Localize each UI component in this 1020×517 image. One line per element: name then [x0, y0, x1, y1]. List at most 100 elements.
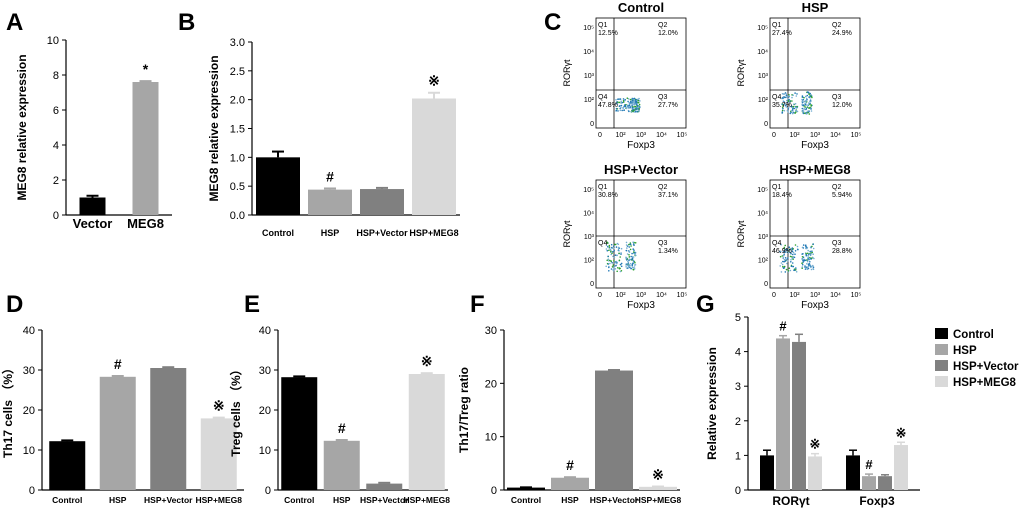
- flow-event-dot: [782, 107, 784, 110]
- flow-event-dot: [807, 91, 809, 93]
- bar: [408, 374, 445, 490]
- y-tick-label: 40: [23, 325, 35, 337]
- flow-event-dot: [610, 249, 612, 251]
- flow-event-dot: [802, 98, 805, 101]
- flow-y-tick-label: 10³: [758, 234, 769, 241]
- flow-y-tick-label: 10⁵: [757, 25, 768, 32]
- bar: [412, 98, 456, 215]
- flow-x-tick-label: 10²: [789, 292, 800, 299]
- flow-event-dot: [782, 260, 784, 263]
- flow-event-dot: [607, 255, 609, 258]
- flow-event-dot: [622, 106, 625, 109]
- flow-event-dot: [629, 248, 632, 251]
- y-tick-label: 2.5: [230, 66, 245, 78]
- quadrant-name: Q3: [658, 94, 667, 101]
- flow-event-dot: [796, 93, 798, 95]
- flow-event-dot: [634, 108, 636, 110]
- quadrant-percent: 47.8%: [598, 102, 618, 109]
- bar: [792, 341, 806, 490]
- significance-marker: #: [865, 457, 873, 472]
- flow-event-dot: [801, 95, 804, 97]
- flow-event-dot: [620, 100, 622, 103]
- flow-event-dot: [785, 268, 788, 271]
- bar: [894, 445, 908, 490]
- flow-event-dot: [807, 249, 809, 252]
- flow-event-dot: [639, 100, 641, 102]
- flow-event-dot: [628, 250, 631, 253]
- flow-event-dot: [628, 254, 630, 256]
- significance-marker: #: [779, 319, 787, 334]
- x-tick-label: Vector: [73, 216, 113, 231]
- flow-event-dot: [625, 107, 628, 110]
- flow-event-dot: [629, 242, 632, 244]
- flow-event-dot: [632, 241, 634, 243]
- flow-event-dot: [632, 102, 635, 104]
- significance-marker: #: [326, 168, 334, 184]
- bar: [551, 477, 589, 490]
- flow-event-dot: [803, 101, 805, 103]
- flow-event-dot: [616, 254, 618, 257]
- y-tick-label: 8: [53, 70, 59, 82]
- flow-event-dot: [620, 262, 623, 265]
- significance-marker: ※: [810, 437, 821, 452]
- flow-event-dot: [787, 98, 789, 100]
- flow-event-dot: [780, 250, 782, 253]
- flow-event-dot: [801, 96, 804, 98]
- y-tick-label: 1.5: [230, 124, 245, 136]
- flow-event-dot: [791, 96, 793, 99]
- flow-event-dot: [619, 263, 622, 266]
- flow-event-dot: [779, 255, 782, 258]
- flow-event-dot: [791, 250, 794, 253]
- flow-x-tick-label: 10⁵: [851, 292, 862, 299]
- flow-event-dot: [627, 265, 630, 268]
- quadrant-percent: 18.4%: [772, 192, 792, 199]
- flow-event-dot: [794, 244, 797, 246]
- x-tick-label: HSP+Vector: [590, 495, 639, 505]
- flow-event-dot: [786, 101, 789, 104]
- flow-event-dot: [633, 249, 635, 251]
- flow-event-dot: [631, 105, 633, 107]
- flow-y-tick-label: 10²: [584, 97, 595, 104]
- flow-event-dot: [635, 99, 638, 101]
- flow-x-tick-label: 10²: [615, 132, 626, 139]
- quadrant-percent: 35.7%: [772, 102, 792, 109]
- flow-event-dot: [810, 108, 812, 110]
- flow-y-tick-label: 10⁴: [757, 211, 768, 218]
- quadrant-percent: 1.34%: [658, 248, 678, 255]
- bar: [366, 483, 403, 490]
- flow-event-dot: [793, 107, 796, 110]
- flow-event-dot: [626, 244, 629, 247]
- flow-y-tick-label: 10⁵: [583, 25, 594, 32]
- flow-event-dot: [780, 262, 783, 264]
- flow-event-dot: [784, 260, 787, 262]
- flow-event-dot: [813, 257, 815, 260]
- flow-x-tick-label: 0: [772, 132, 776, 139]
- flow-scatter-dots: [781, 91, 813, 115]
- flow-event-dot: [626, 253, 629, 255]
- bar: [49, 441, 86, 490]
- flow-event-dot: [609, 259, 611, 262]
- flow-event-dot: [628, 256, 631, 258]
- bar: [862, 476, 876, 490]
- flow-event-dot: [805, 95, 807, 98]
- flow-event-dot: [792, 105, 795, 108]
- flow-event-dot: [627, 106, 629, 108]
- flow-event-dot: [787, 111, 789, 113]
- flow-event-dot: [791, 106, 793, 109]
- y-tick-label: 4: [53, 140, 59, 152]
- flow-event-dot: [795, 267, 797, 269]
- legend-swatch: [935, 344, 948, 355]
- flow-x-axis-label: Foxp3: [801, 140, 829, 151]
- flow-x-tick-label: 10³: [636, 292, 647, 299]
- y-axis-label: MEG8 relative expression: [15, 54, 29, 200]
- flow-event-dot: [611, 252, 613, 255]
- x-tick-label: HSP: [561, 495, 579, 505]
- quadrant-percent: 37.1%: [658, 192, 678, 199]
- quadrant-name: Q3: [832, 94, 841, 101]
- bar-chart-D: 0 10 20 30 40 Th17 cells （%） Control # HSP HSP+Ve…: [0, 325, 244, 505]
- flow-event-dot: [796, 105, 798, 108]
- bar: [878, 476, 892, 490]
- quadrant-name: Q2: [658, 22, 667, 29]
- flow-event-dot: [629, 243, 632, 246]
- flow-event-dot: [793, 269, 795, 272]
